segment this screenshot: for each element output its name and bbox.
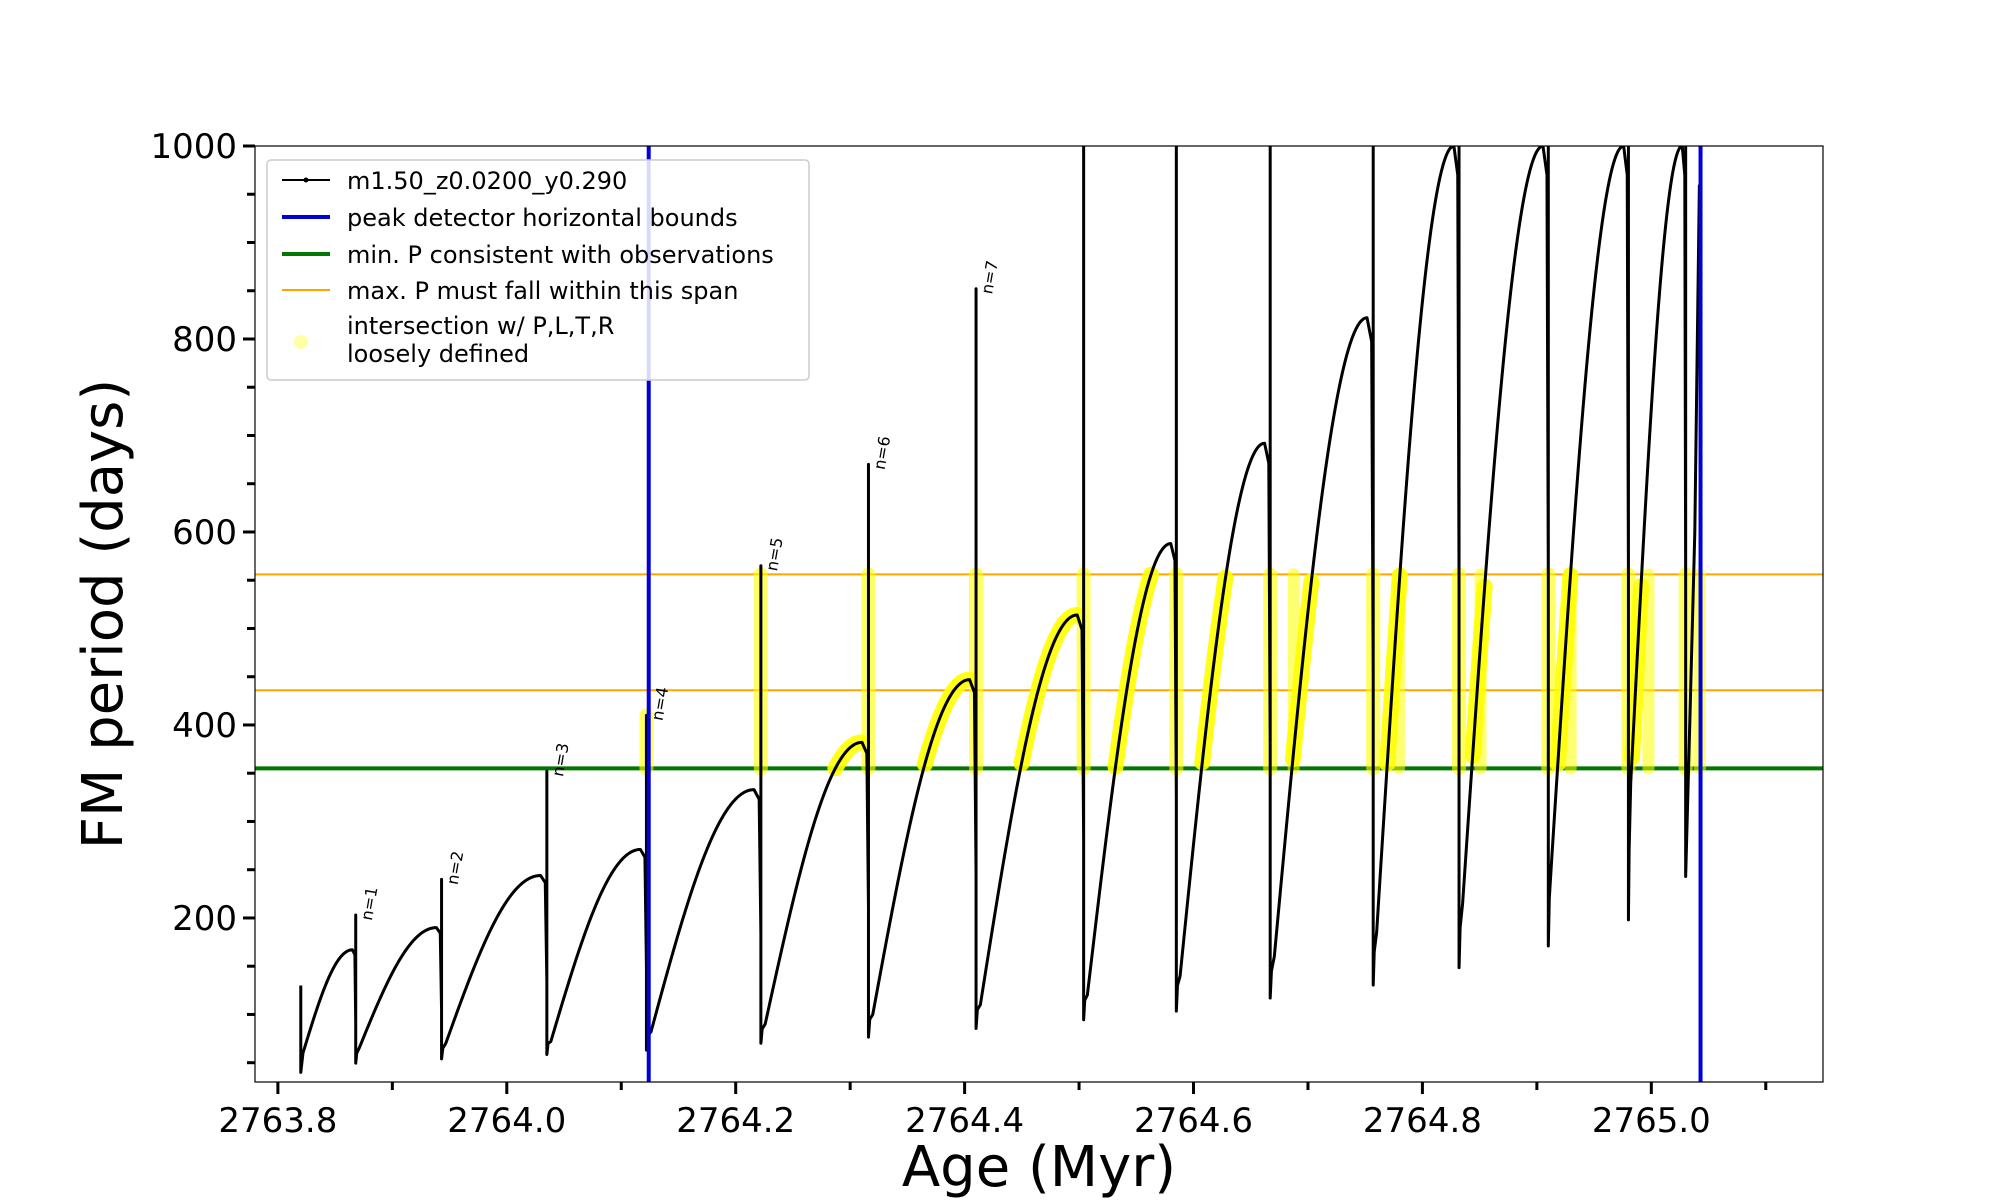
legend-label-intersection-line2: loosely defined	[347, 340, 529, 368]
y-axis-title: FM period (days)	[71, 379, 136, 849]
y-tick-label: 400	[172, 706, 237, 746]
y-axis-ticks: 200 400 600 800 1000	[150, 127, 255, 1065]
x-tick-label: 2764.0	[447, 1101, 566, 1141]
intersection-arc-7	[916, 671, 978, 773]
y-tick-label: 800	[172, 320, 237, 360]
legend-swatch-intersection	[294, 335, 308, 349]
x-tick-label: 2763.8	[218, 1101, 337, 1141]
y-tick-label: 1000	[150, 127, 237, 167]
pulse-label: n=2	[443, 850, 468, 887]
pulse-label: n=1	[357, 885, 382, 922]
y-tick-label: 600	[172, 513, 237, 553]
model-track-line	[299, 146, 1701, 1074]
intersection-arc-6	[827, 734, 871, 777]
pulse-label: n=7	[977, 259, 1002, 296]
pulse-label: n=5	[762, 536, 787, 573]
x-tick-label: 2765.0	[1592, 1101, 1711, 1141]
legend-frame	[266, 159, 810, 381]
model-track	[299, 146, 1701, 1074]
y-tick-label: 200	[172, 899, 237, 939]
x-axis-ticks: 2763.8 2764.0 2764.2 2764.4 2764.6 2764.8 2765…	[218, 1082, 1768, 1141]
legend-label-min-p: min. P consistent with observations	[347, 241, 774, 269]
pulse-label: n=3	[548, 741, 573, 778]
legend: m1.50_z0.0200_y0.290 peak detector horiz…	[266, 159, 810, 381]
legend-label-max-p: max. P must fall within this span	[347, 277, 738, 305]
legend-label-intersection: intersection w/ P,L,T,R	[347, 312, 614, 340]
x-axis-title: Age (Myr)	[902, 1135, 1176, 1200]
legend-label-track: m1.50_z0.0200_y0.290	[347, 167, 627, 195]
legend-label-bounds: peak detector horizontal bounds	[347, 204, 738, 232]
intersection-markers	[639, 566, 1706, 777]
x-tick-label: 2764.6	[1134, 1101, 1253, 1141]
legend-swatch-track-marker	[303, 177, 309, 183]
plot-frame	[254, 145, 1824, 1083]
intersection-arc-8	[1013, 606, 1086, 772]
pulse-label: n=6	[870, 435, 895, 472]
x-tick-label: 2764.8	[1363, 1101, 1482, 1141]
x-tick-label: 2764.4	[905, 1101, 1024, 1141]
x-tick-label: 2764.2	[676, 1101, 795, 1141]
